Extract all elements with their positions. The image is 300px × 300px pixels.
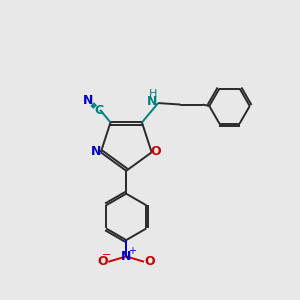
Text: N: N	[121, 250, 131, 263]
Text: N: N	[146, 95, 157, 108]
Text: C: C	[94, 104, 103, 117]
Text: N: N	[91, 145, 101, 158]
Text: −: −	[102, 250, 112, 260]
Text: O: O	[151, 145, 161, 158]
Text: O: O	[144, 255, 155, 268]
Text: N: N	[83, 94, 94, 107]
Text: O: O	[98, 255, 108, 268]
Text: +: +	[128, 246, 136, 256]
Text: H: H	[148, 88, 157, 98]
